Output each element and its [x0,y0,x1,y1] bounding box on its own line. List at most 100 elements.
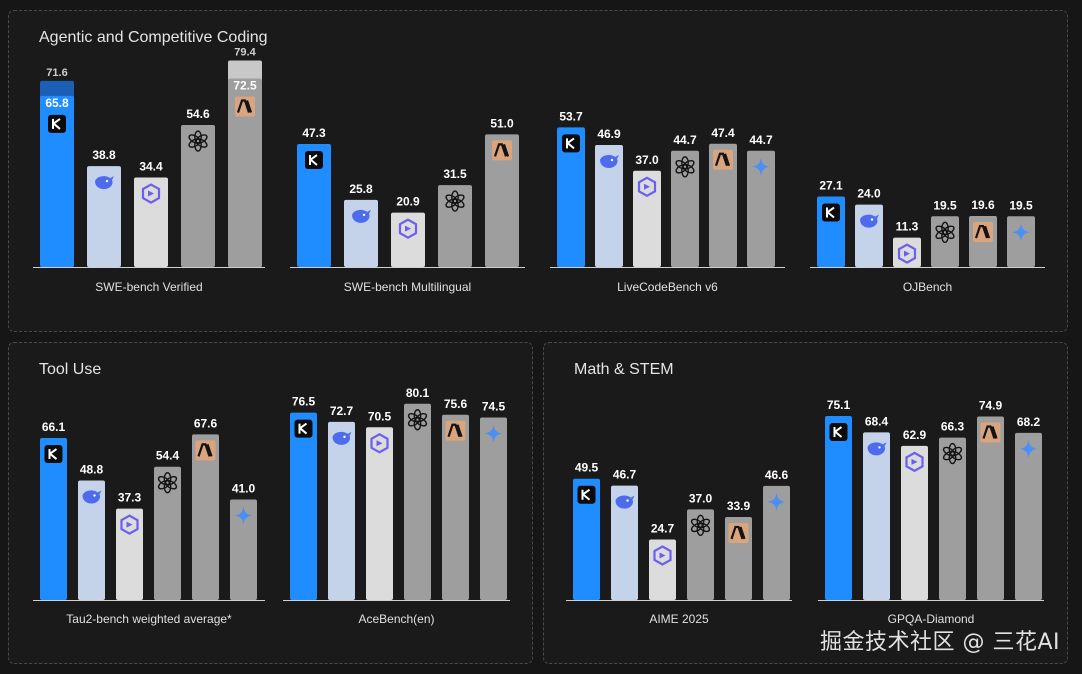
qwen-icon [637,176,657,198]
bar [40,95,74,267]
chart-2: 53.7 46.9 37.0 44.7 47.4 44.7 LiveCodeBench v6 [550,109,785,294]
chart-6: 49.5 46.7 24.7 37.0 33.9 46.6 AIME 2025 [566,461,792,626]
anthropic-icon [728,522,749,543]
bar [939,437,966,600]
kimi-k-icon [829,423,848,442]
anthropic-icon [492,140,512,161]
value-label: 37.0 [689,491,713,505]
value-label: 33.9 [727,499,751,513]
bar [297,144,331,267]
deepseek-whale-icon [615,495,635,509]
value-label: 19.5 [933,198,957,212]
value-label: 53.7 [559,109,583,123]
deepseek-whale-icon [867,442,887,456]
value-label: 24.0 [857,187,881,201]
bar [557,127,585,267]
gemini-spark-icon [767,492,786,511]
chart-title: SWE-bench Verified [95,280,202,294]
chart-4: 66.1 48.8 37.3 54.4 67.6 41.0 Tau2-bench weigh… [33,416,265,626]
bar [87,166,121,267]
value-label: 65.8 [45,96,69,110]
anthropic-icon [445,420,466,441]
deepseek-whale-icon [600,155,619,169]
chart-title: SWE-bench Multilingual [344,280,471,294]
gemini-spark-icon [1019,439,1038,458]
value-label: 31.5 [443,167,467,181]
value-label: 72.5 [233,79,257,93]
bar [855,204,883,267]
value-label-extra: 79.4 [234,47,256,59]
openai-icon [690,514,711,537]
qwen-icon [120,514,139,535]
bar [134,177,168,267]
kimi-k-icon [305,151,323,170]
value-label: 75.1 [827,398,851,412]
openai-icon [407,409,428,431]
openai-icon [675,156,695,178]
value-label: 20.9 [396,195,420,209]
openai-icon [157,472,178,494]
value-label: 47.4 [711,126,735,140]
value-label: 37.0 [635,153,659,167]
value-label: 75.6 [444,397,468,411]
gemini-spark-icon [1012,223,1030,242]
panel-title: Math & STEM [574,361,674,378]
value-label: 74.5 [482,399,506,413]
value-label: 48.8 [80,462,104,476]
qwen-icon [905,451,924,473]
chart-title: Tau2-bench weighted average* [66,612,232,626]
anthropic-icon [713,149,733,170]
value-label: 49.5 [575,461,599,475]
bar [192,434,219,600]
kimi-k-icon [577,485,596,504]
qwen-icon [141,183,161,204]
value-label: 37.3 [118,491,142,505]
value-label: 51.0 [490,116,514,130]
bar [763,485,790,600]
bar [485,134,519,267]
bar [181,125,215,267]
value-label: 54.4 [156,449,180,463]
kimi-k-icon [822,203,840,222]
chart-3: 27.1 24.0 11.3 19.5 19.6 19.5 OJBench [810,179,1045,294]
chart-title: AceBench(en) [358,612,434,626]
kimi-k-icon [48,114,66,133]
value-label: 74.9 [979,398,1003,412]
bar [328,421,355,600]
value-label: 80.1 [406,386,430,400]
value-label: 67.6 [194,416,218,430]
value-label: 46.7 [613,468,637,482]
bar [116,508,143,600]
bar [442,414,469,600]
qwen-icon [398,218,418,239]
anthropic-icon [973,222,993,243]
value-label: 41.0 [232,482,256,496]
openai-icon [942,442,963,465]
value-label: 62.9 [903,428,927,442]
value-label: 68.4 [865,414,889,428]
anthropic-icon [980,422,1001,443]
chart-7: 75.1 68.4 62.9 66.3 74.9 68.2 GPQA-Diamond [818,398,1044,626]
value-label: 68.2 [1017,415,1041,429]
kimi-k-icon [294,419,313,438]
chart-0: 71.6 65.8 38.8 34.4 54.6 79.4 72.5 SWE-bench Ve… [33,47,265,294]
panel-title: Tool Use [39,361,102,378]
value-label: 27.1 [819,179,843,193]
chart-title: LiveCodeBench v6 [617,280,718,294]
kimi-k-icon [562,134,580,153]
value-label-extra: 71.6 [46,67,67,79]
qwen-icon [370,433,389,454]
openai-icon [445,190,465,212]
bar [78,480,105,600]
bar [863,432,890,600]
chart-title: AIME 2025 [649,612,709,626]
value-label: 66.1 [42,420,66,434]
bar [154,466,181,600]
chart-1: 47.3 25.8 20.9 31.5 51.0 SWE-bench Multilingu… [290,116,525,294]
value-label: 19.5 [1009,198,1033,212]
bar [228,78,262,267]
value-label: 11.3 [896,220,919,234]
value-label: 72.7 [330,404,354,418]
value-label: 44.7 [673,133,697,147]
